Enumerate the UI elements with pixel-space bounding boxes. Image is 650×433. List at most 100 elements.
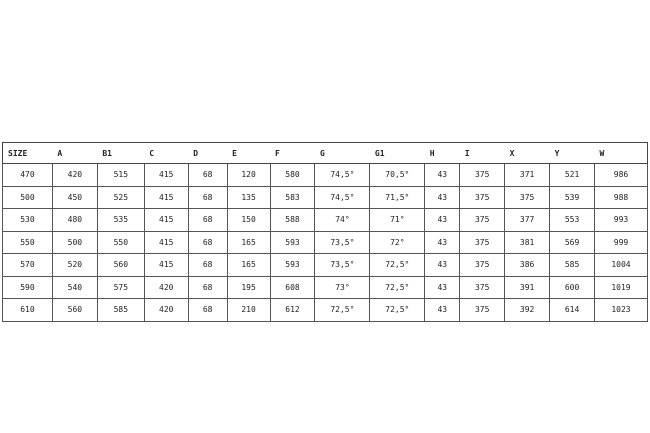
table-cell: 614 xyxy=(549,298,595,322)
table-cell: 988 xyxy=(594,185,648,209)
header-row: SIZE A B1 C D E F G G1 H I X Y W xyxy=(2,142,648,164)
table-cell: 71° xyxy=(369,208,426,232)
table-cell: 570 xyxy=(2,253,53,277)
column-header: C xyxy=(144,142,189,164)
table-cell: 986 xyxy=(594,163,648,187)
table-cell: 593 xyxy=(269,230,316,254)
table-cell: 500 xyxy=(51,230,98,254)
table-cell: 560 xyxy=(96,253,145,277)
table-cell: 371 xyxy=(504,163,551,187)
table-row: 530 480 535 415 68 150 588 74° 71° 43 375 377 553 993 xyxy=(2,208,648,232)
column-header: W xyxy=(594,142,648,164)
table-cell: 993 xyxy=(594,208,648,232)
table-cell: 68 xyxy=(187,163,228,187)
table-cell: 415 xyxy=(143,185,189,209)
table-cell: 165 xyxy=(226,253,271,277)
table-cell: 195 xyxy=(226,275,271,299)
table-cell: 415 xyxy=(143,253,189,277)
table-cell: 415 xyxy=(143,163,189,187)
table-cell: 588 xyxy=(269,208,316,232)
table-cell: 553 xyxy=(549,208,595,232)
column-header: B1 xyxy=(97,142,145,164)
table-cell: 72° xyxy=(369,230,426,254)
size-chart-table: SIZE A B1 C D E F G G1 H I X Y W 470 420 515 415 68 120 580… xyxy=(2,142,648,322)
table-cell: 150 xyxy=(226,208,271,232)
column-header: F xyxy=(270,142,315,164)
table-cell: 1004 xyxy=(594,253,648,277)
table-cell: 375 xyxy=(459,163,506,187)
table-cell: 375 xyxy=(459,208,506,232)
table-cell: 540 xyxy=(51,275,98,299)
table-cell: 575 xyxy=(96,275,145,299)
table-cell: 43 xyxy=(424,275,461,299)
table-cell: 1019 xyxy=(594,275,648,299)
table-cell: 43 xyxy=(424,185,461,209)
table-cell: 420 xyxy=(143,275,189,299)
table-cell: 375 xyxy=(459,185,506,209)
table-cell: 71,5° xyxy=(369,185,426,209)
column-header: G xyxy=(314,142,370,164)
table-cell: 420 xyxy=(143,298,189,322)
table-cell: 43 xyxy=(424,208,461,232)
table-cell: 120 xyxy=(226,163,271,187)
table-cell: 1023 xyxy=(594,298,648,322)
column-header: I xyxy=(459,142,505,164)
table-cell: 73,5° xyxy=(314,230,371,254)
table-cell: 68 xyxy=(187,208,228,232)
table-cell: 375 xyxy=(459,230,506,254)
table-cell: 521 xyxy=(549,163,595,187)
column-header: SIZE xyxy=(2,142,53,164)
table-cell: 375 xyxy=(459,275,506,299)
table-row: 470 420 515 415 68 120 580 74,5° 70,5° 43 375 371 52… xyxy=(2,163,648,187)
column-header: E xyxy=(227,142,271,164)
table-cell: 73,5° xyxy=(314,253,371,277)
table-cell: 450 xyxy=(51,185,98,209)
table-cell: 210 xyxy=(226,298,271,322)
table-cell: 420 xyxy=(51,163,98,187)
table-row: 610 560 585 420 68 210 612 72,5° 72,5° 43 375 392 61… xyxy=(2,298,648,322)
table-cell: 415 xyxy=(143,208,189,232)
table-cell: 392 xyxy=(504,298,551,322)
table-cell: 375 xyxy=(459,298,506,322)
column-header: X xyxy=(504,142,550,164)
table-cell: 72,5° xyxy=(369,298,426,322)
table-cell: 43 xyxy=(424,163,461,187)
table-cell: 612 xyxy=(269,298,316,322)
table-cell: 539 xyxy=(549,185,595,209)
table-cell: 530 xyxy=(2,208,53,232)
table-cell: 999 xyxy=(594,230,648,254)
table-cell: 72,5° xyxy=(369,253,426,277)
table-cell: 610 xyxy=(2,298,53,322)
table-cell: 68 xyxy=(187,298,228,322)
table-cell: 165 xyxy=(226,230,271,254)
table-cell: 43 xyxy=(424,298,461,322)
table-cell: 375 xyxy=(459,253,506,277)
table-cell: 72,5° xyxy=(314,298,371,322)
table-row: 500 450 525 415 68 135 583 74,5° 71,5° 43 375 375 53… xyxy=(2,185,648,209)
table-cell: 386 xyxy=(504,253,551,277)
table-cell: 590 xyxy=(2,275,53,299)
table-cell: 43 xyxy=(424,253,461,277)
column-header: D xyxy=(188,142,228,164)
table-row: 590 540 575 420 68 195 608 73° 72,5° 43 375 391 600 1… xyxy=(2,275,648,299)
table-cell: 550 xyxy=(96,230,145,254)
table-cell: 135 xyxy=(226,185,271,209)
table-cell: 375 xyxy=(504,185,551,209)
table-cell: 480 xyxy=(51,208,98,232)
table-cell: 377 xyxy=(504,208,551,232)
column-header: A xyxy=(52,142,98,164)
table-cell: 583 xyxy=(269,185,316,209)
table-cell: 608 xyxy=(269,275,316,299)
table-cell: 525 xyxy=(96,185,145,209)
table-cell: 585 xyxy=(96,298,145,322)
table-cell: 569 xyxy=(549,230,595,254)
column-header: H xyxy=(424,142,460,164)
table-cell: 535 xyxy=(96,208,145,232)
table-cell: 515 xyxy=(96,163,145,187)
column-header: Y xyxy=(549,142,595,164)
table-cell: 500 xyxy=(2,185,53,209)
table-cell: 73° xyxy=(314,275,371,299)
table-cell: 520 xyxy=(51,253,98,277)
table-cell: 68 xyxy=(187,275,228,299)
table-cell: 470 xyxy=(2,163,53,187)
